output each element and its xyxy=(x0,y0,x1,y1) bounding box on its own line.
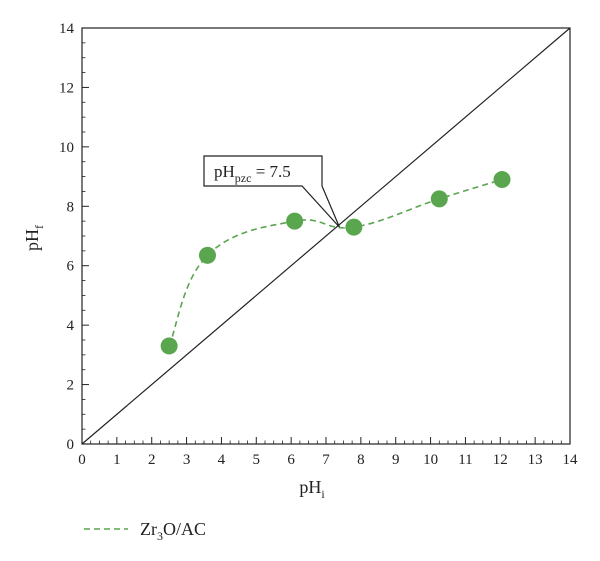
x-tick-label: 10 xyxy=(423,452,438,468)
x-tick-label: 8 xyxy=(357,452,365,468)
data-point xyxy=(160,337,178,355)
y-axis-ticks: 0 2 4 6 8 10 12 14 xyxy=(59,21,89,453)
y-tick-label: 4 xyxy=(67,318,75,334)
series-points xyxy=(160,171,511,355)
y-tick-label: 8 xyxy=(67,199,75,215)
reference-diagonal-line xyxy=(81,27,571,445)
x-tick-label: 0 xyxy=(78,452,86,468)
y-tick-label: 6 xyxy=(67,259,75,275)
y-tick-label: 14 xyxy=(59,21,75,37)
x-tick-label: 3 xyxy=(183,452,191,468)
y-tick-label: 2 xyxy=(67,378,75,394)
legend-label: Zr3O/AC xyxy=(140,519,206,543)
x-tick-label: 11 xyxy=(458,452,472,468)
y-tick-label: 0 xyxy=(67,437,75,453)
data-point xyxy=(345,218,363,236)
x-tick-label: 5 xyxy=(253,452,261,468)
x-tick-label: 12 xyxy=(493,452,508,468)
x-tick-label: 6 xyxy=(287,452,295,468)
annotation-callout-box xyxy=(203,155,340,228)
data-point xyxy=(493,171,511,189)
series-dashed-curve xyxy=(168,178,503,347)
y-axis-label: pHf xyxy=(22,225,46,251)
annotation-text: pHpzc = 7.5 xyxy=(214,162,291,185)
data-point xyxy=(286,212,304,230)
legend: Zr3O/AC xyxy=(84,519,206,543)
data-point xyxy=(198,246,216,264)
x-tick-label: 14 xyxy=(563,452,579,468)
y-tick-label: 10 xyxy=(59,140,74,156)
x-tick-label: 4 xyxy=(218,452,226,468)
y-tick-label: 12 xyxy=(59,80,74,96)
x-tick-label: 13 xyxy=(528,452,543,468)
x-tick-label: 7 xyxy=(322,452,330,468)
data-point xyxy=(430,190,448,208)
pzc-annotation: pHpzc = 7.5 xyxy=(203,155,340,228)
x-tick-label: 9 xyxy=(392,452,400,468)
x-tick-label: 2 xyxy=(148,452,156,468)
x-tick-label: 1 xyxy=(113,452,121,468)
x-axis-ticks: 0 1 2 3 4 5 6 7 8 9 10 11 12 13 14 xyxy=(78,437,578,468)
x-axis-label: pHi xyxy=(299,477,325,501)
